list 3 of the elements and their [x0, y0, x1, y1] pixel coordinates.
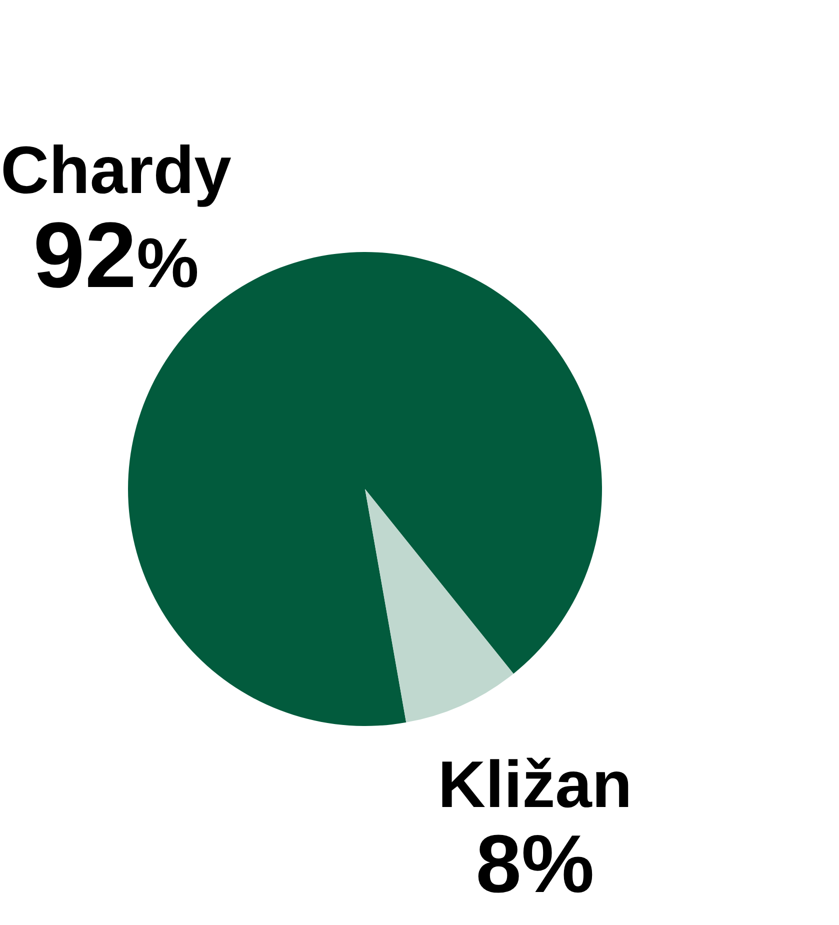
- data-label: 8%: [476, 819, 594, 910]
- pie-slice: [365, 489, 514, 722]
- slice-label: Kližan: [438, 747, 632, 821]
